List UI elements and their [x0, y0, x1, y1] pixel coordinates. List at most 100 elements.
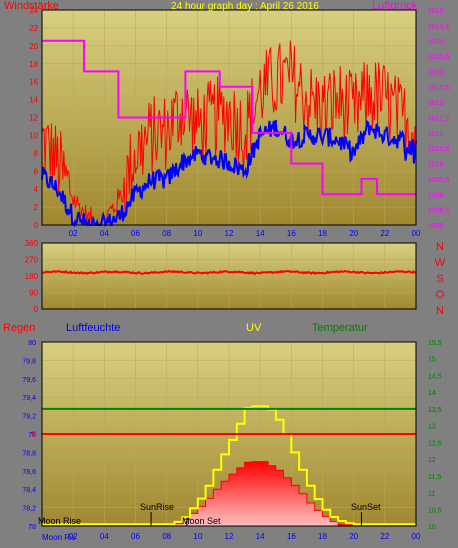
- humidity-y-tick: 79,6: [22, 377, 36, 384]
- wind-y-tick: 6: [34, 167, 39, 176]
- solar-x-tick: 10: [193, 532, 202, 541]
- wind-x-tick: 10: [193, 229, 202, 238]
- pressure-y-tick: 1011: [428, 131, 443, 138]
- compass-o: O: [436, 289, 445, 301]
- direction-y-tick: 180: [25, 272, 39, 281]
- pressure-y-tick: 1009: [428, 192, 444, 199]
- pressure-y-tick: 1013,5: [428, 54, 450, 61]
- sunrise-label: SunRise: [140, 502, 174, 512]
- humidity-y-tick: 78: [28, 524, 36, 531]
- temperature-y-tick: 10: [428, 524, 436, 531]
- pressure-y-tick: 1010: [428, 162, 444, 169]
- humidity-y-tick: 80: [28, 340, 36, 347]
- wind-y-tick: 20: [29, 42, 38, 51]
- axis-labels: 02468101214161820222410081008,510091009,…: [22, 6, 449, 541]
- sun-moon-markers: [150, 512, 362, 526]
- wind-y-tick: 24: [29, 6, 38, 15]
- humidity-y-tick: 79: [28, 432, 36, 439]
- solar-x-tick: 20: [349, 532, 358, 541]
- temperature-label: Temperatur: [312, 322, 368, 334]
- wind-y-tick: 14: [29, 96, 38, 105]
- solar-x-tick: 18: [318, 532, 327, 541]
- solar-x-tick: 02: [69, 532, 78, 541]
- direction-y-tick: 90: [29, 289, 38, 298]
- wind-avg-line: [41, 119, 417, 228]
- humidity-y-tick: 79,4: [22, 395, 36, 402]
- wind-axis-label: Windstärke: [4, 0, 59, 12]
- pressure-line: [42, 39, 416, 196]
- wind-x-tick: 12: [225, 229, 234, 238]
- wind-y-tick: 16: [29, 78, 38, 87]
- moonset-label: Moon Set: [182, 516, 221, 526]
- rain-label: Regen: [3, 322, 35, 334]
- temperature-y-tick: 14: [428, 390, 436, 397]
- wind-x-tick: 06: [131, 229, 140, 238]
- pressure-y-tick: 1011,5: [428, 116, 449, 123]
- pressure-y-tick: 1012: [428, 100, 444, 107]
- wind-y-tick: 8: [34, 149, 39, 158]
- compass-s: S: [436, 273, 443, 285]
- solar-frame: [41, 341, 417, 527]
- humidity-y-tick: 79,2: [22, 414, 36, 421]
- temperature-y-tick: 12,5: [428, 440, 442, 447]
- pressure-axis-label: Luftdruck: [372, 0, 418, 12]
- uv-label: UV: [246, 322, 262, 334]
- compass-n-bottom: N: [436, 305, 444, 317]
- wind-x-tick: 20: [349, 229, 358, 238]
- temperature-y-tick: 11: [428, 491, 435, 498]
- wind-x-tick: 16: [287, 229, 296, 238]
- uv-line: [42, 405, 416, 526]
- wind-x-tick: 18: [318, 229, 327, 238]
- direction-y-tick: 270: [25, 256, 39, 265]
- moonrise-axis-label: Moon Ris: [42, 533, 76, 542]
- pressure-y-tick: 1012,5: [428, 85, 450, 92]
- humidity-label: Luftfeuchte: [66, 322, 120, 334]
- graph-title: 24 hour graph day : April 26 2016: [171, 1, 319, 12]
- wind-y-tick: 0: [34, 221, 39, 230]
- temperature-y-tick: 11,5: [428, 474, 441, 481]
- moonrise-label: Moon Rise: [38, 516, 81, 526]
- wind-frame: [41, 9, 417, 226]
- pressure-y-tick: 1014: [428, 39, 444, 46]
- solar-x-tick: 16: [287, 532, 296, 541]
- solar-x-tick: 12: [225, 532, 234, 541]
- pressure-y-tick: 1015: [428, 8, 444, 15]
- direction-frame: [41, 242, 417, 310]
- solar-x-tick: 08: [162, 532, 171, 541]
- temperature-y-tick: 13: [428, 424, 436, 431]
- pressure-y-tick: 1010,5: [428, 146, 450, 153]
- humidity-y-tick: 78,8: [22, 450, 36, 457]
- direction-y-tick: 0: [34, 305, 39, 314]
- sunset-label: SunSet: [351, 502, 381, 512]
- wind-y-tick: 4: [34, 185, 39, 194]
- temperature-y-tick: 13,5: [428, 407, 442, 414]
- humidity-y-tick: 78,2: [22, 506, 36, 513]
- temperature-y-tick: 15: [428, 357, 436, 364]
- humidity-y-tick: 78,6: [22, 469, 36, 476]
- solar-x-tick: 04: [100, 532, 109, 541]
- direction-y-tick: 360: [25, 239, 39, 248]
- compass-n-top: N: [436, 241, 444, 253]
- wind-x-tick: 04: [100, 229, 109, 238]
- pressure-y-tick: 1014,5: [428, 23, 450, 30]
- wind-y-tick: 12: [29, 114, 38, 123]
- temperature-y-tick: 12: [428, 457, 436, 464]
- solar-x-tick: 22: [380, 532, 389, 541]
- wind-x-tick: 00: [412, 229, 421, 238]
- solar-x-tick: 00: [412, 532, 421, 541]
- wind-x-tick: 08: [162, 229, 171, 238]
- solar-x-tick: 14: [256, 532, 265, 541]
- pressure-y-tick: 1013: [428, 69, 444, 76]
- temperature-y-tick: 10,5: [428, 507, 442, 514]
- humidity-y-tick: 79,8: [22, 358, 36, 365]
- temperature-y-tick: 15,5: [428, 340, 442, 347]
- wind-x-tick: 02: [69, 229, 78, 238]
- pressure-y-tick: 1008,5: [428, 208, 450, 215]
- compass-w: W: [435, 257, 446, 269]
- wind-y-tick: 22: [29, 24, 38, 33]
- direction-line: [41, 269, 417, 275]
- rain-zero-tick: 0: [32, 430, 37, 439]
- wind-x-tick: 14: [256, 229, 265, 238]
